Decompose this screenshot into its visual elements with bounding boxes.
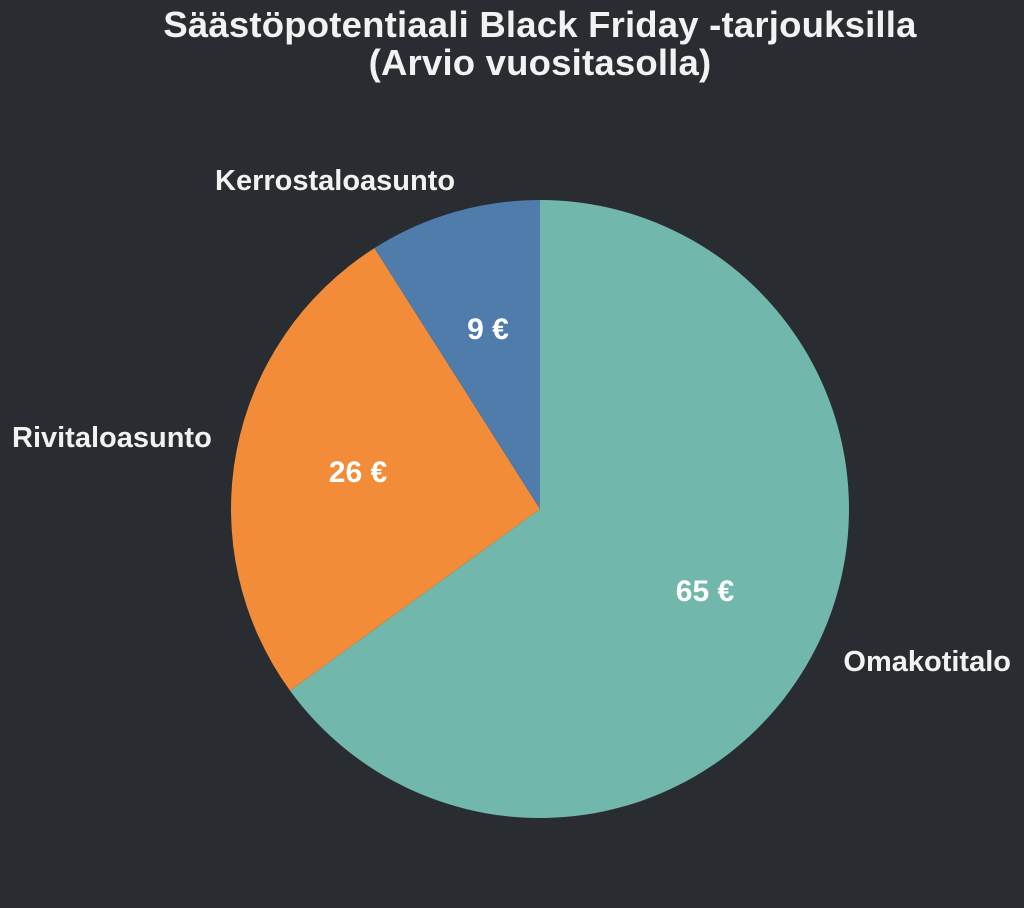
svg-text:Rivitaloasunto: Rivitaloasunto: [12, 422, 212, 454]
svg-text:Omakotitalo: Omakotitalo: [843, 646, 1011, 678]
svg-text:9 €: 9 €: [467, 313, 509, 346]
svg-text:65 €: 65 €: [676, 575, 735, 608]
svg-text:26 €: 26 €: [329, 456, 388, 489]
svg-text:Kerrostaloasunto: Kerrostaloasunto: [215, 165, 455, 197]
